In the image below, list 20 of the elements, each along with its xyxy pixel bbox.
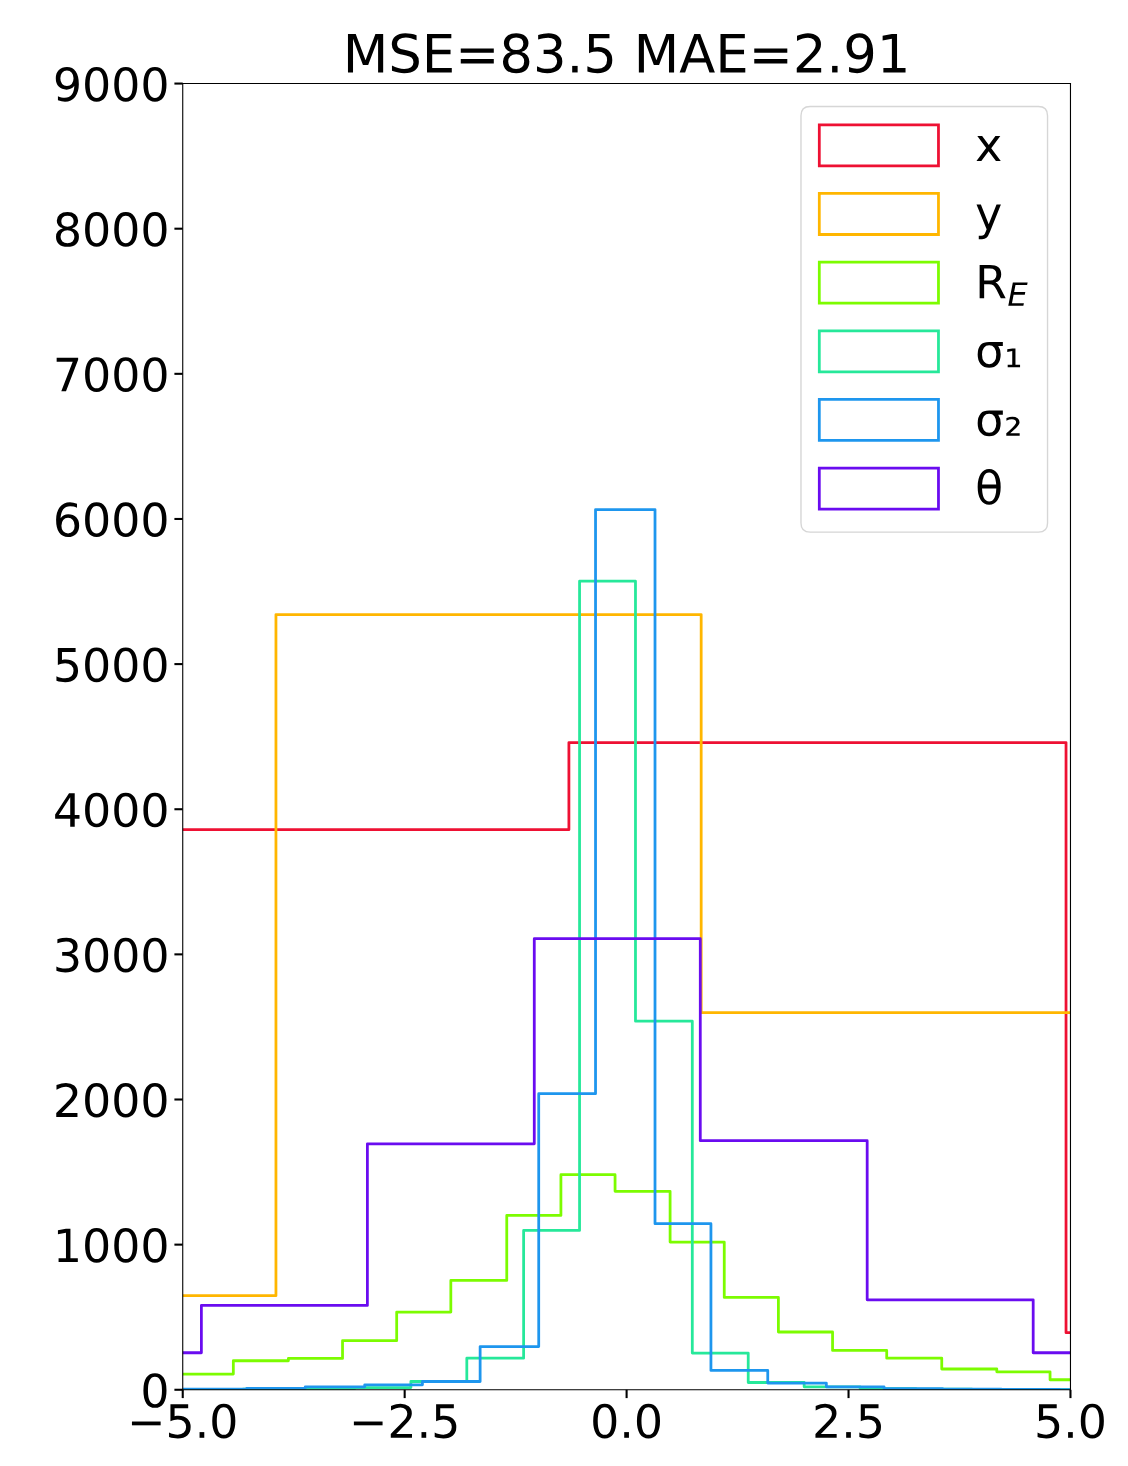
- y-tick-label: 5000: [56, 647, 167, 683]
- legend-label: R$_{E}$: [979, 264, 1028, 306]
- legend-label: σ₁: [977, 341, 1021, 368]
- y-tick-label: 2000: [56, 1082, 167, 1118]
- x-tick-label: 0.0: [593, 1403, 661, 1439]
- chart-title: MSE=83.5 MAE=2.91: [347, 33, 906, 74]
- y-tick-label: 1000: [57, 1228, 167, 1263]
- y-tick-label: 9000: [55, 66, 167, 102]
- x-tick-label: −2.5: [353, 1403, 457, 1439]
- legend-label: θ: [977, 469, 1001, 505]
- y-tick-label: 8000: [56, 212, 167, 247]
- y-tick-label: 4000: [55, 792, 167, 828]
- y-tick-label: 6000: [56, 502, 167, 538]
- y-tick-label: 3000: [56, 937, 167, 973]
- x-tick-label: 2.5: [815, 1403, 881, 1439]
- legend-label: y: [976, 204, 1001, 240]
- x-tick-label: 5.0: [1037, 1403, 1104, 1439]
- y-tick-label: 7000: [56, 357, 167, 392]
- legend-label: σ₂: [977, 410, 1020, 437]
- legend-label: x: [976, 135, 1001, 162]
